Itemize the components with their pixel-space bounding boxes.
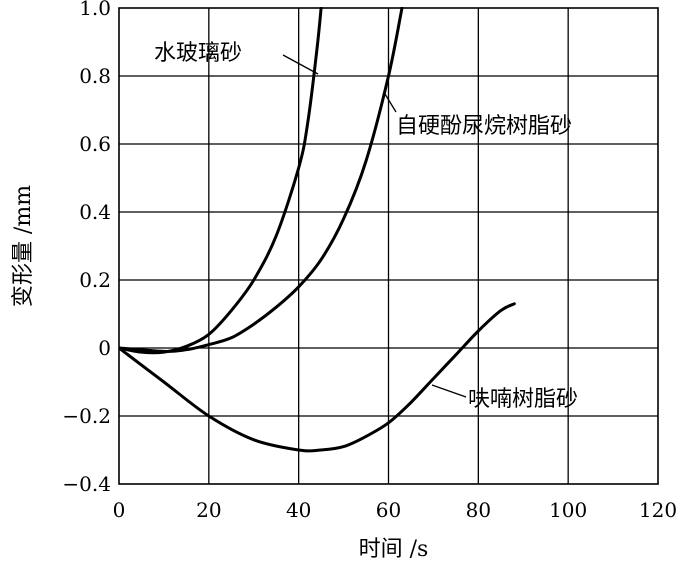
series-line-furan-resin-sand [119,302,516,453]
x-tick-labels: 0 20 40 60 80 100 120 [113,498,677,522]
x-tick-label: 80 [466,498,491,522]
x-tick-label: 20 [196,498,221,522]
y-tick-label: 0.6 [79,132,111,156]
y-axis-title: 变形量 /mm [11,185,36,307]
y-tick-label: 0.2 [79,268,111,292]
annotation-leaders [282,54,467,398]
x-tick-label: 0 [113,498,126,522]
y-tick-label: 0.8 [79,64,111,88]
leader-furan-resin-sand [431,384,467,398]
series-lines [119,7,516,453]
y-tick-label: −0.4 [62,472,111,496]
plot-frame [118,7,659,485]
x-tick-label: 40 [286,498,311,522]
x-tick-label: 60 [376,498,401,522]
leader-water-glass-sand [282,54,319,75]
y-tick-label: 0 [98,336,111,360]
x-tick-label: 120 [639,498,677,522]
leader-phenolic-urethane-resin-sand [384,93,397,113]
annotation-furan-resin-sand: 呋喃树脂砂 [468,387,578,412]
annotation-phenolic-urethane-resin-sand: 自硬酚尿烷树脂砂 [396,114,572,139]
y-tick-label: 0.4 [79,200,111,224]
annotation-water-glass-sand: 水玻璃砂 [154,41,242,66]
y-tick-label: −0.2 [62,404,111,428]
x-tick-label: 100 [549,498,587,522]
y-tick-label: 1.0 [79,0,111,20]
x-axis-title: 时间 /s [359,537,429,562]
y-tick-labels: −0.4 −0.2 0 0.2 0.4 0.6 0.8 1.0 [62,0,111,496]
series-line-phenolic-urethane-resin-sand [119,7,404,353]
